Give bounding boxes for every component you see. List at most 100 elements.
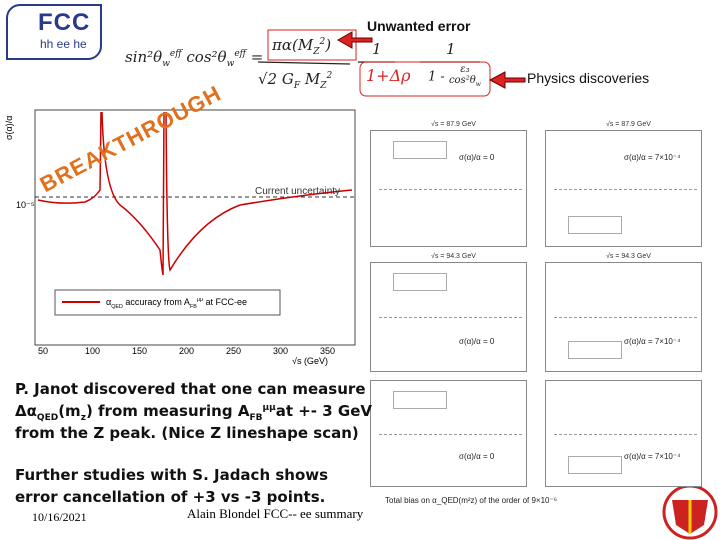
formula-part: w [475, 81, 481, 88]
legend-box [393, 273, 447, 291]
small-plot: σ(α)/α = 0 [370, 380, 527, 487]
formula-part: w [162, 59, 170, 69]
x-tick-label: 150 [132, 346, 148, 356]
x-tick-label: 50 [38, 346, 49, 356]
legend-part: accuracy from A [122, 297, 190, 307]
y-axis-label: σ(α)/α [4, 115, 14, 140]
legend-box [568, 456, 622, 474]
fraction-bar [257, 61, 351, 65]
logo-box: FCC hh ee he [6, 4, 102, 60]
highlight-box [359, 61, 491, 97]
formula-part: 1 - [428, 69, 449, 85]
formula-part: eff [169, 49, 182, 59]
small-plot: √s = 94.3 GeV σ(α)/α = 0 [370, 253, 527, 372]
small-plot: √s = 87.9 GeV σ(α)/α = 7×10⁻⁴ [545, 121, 702, 247]
highlight-box [267, 29, 357, 61]
small-plot-note: σ(α)/α = 7×10⁻⁴ [624, 452, 681, 461]
text-part: (m [58, 402, 81, 420]
legend-text: αQED accuracy from AFBμμ at FCC-ee [106, 297, 247, 310]
text-line: ΔαQED(mz) from measuring AFBμμat +- 3 Ge… [15, 402, 372, 423]
logo-subtitle: hh ee he [40, 37, 87, 51]
text-part: μμ [262, 403, 276, 413]
formula-lhs: sin²θweff cos²θweff = [125, 48, 263, 69]
small-plot-title: √s = 87.9 GeV [431, 121, 476, 128]
legend-part: α [106, 297, 112, 307]
small-plot: σ(α)/α = 7×10⁻⁴ [545, 380, 702, 487]
small-plot-title: √s = 87.9 GeV [606, 121, 651, 128]
factor1-den: 1+Δρ [366, 66, 411, 85]
legend-part: QED [111, 303, 123, 310]
formula-part: Z [320, 81, 327, 91]
zero-line [379, 433, 522, 435]
small-plot-note: σ(α)/α = 0 [459, 337, 495, 346]
formula-part: cos²θ [186, 48, 227, 66]
text-line: Further studies with S. Jadach shows [15, 466, 329, 484]
x-tick-label: 350 [320, 346, 336, 356]
zero-line [379, 317, 522, 318]
formula-part: √2 G [258, 70, 294, 88]
zero-line [554, 188, 697, 190]
x-ticks: 50 100 150 200 250 300 350 [30, 346, 350, 358]
text-line: from the Z peak. (Nice Z lineshape scan) [15, 424, 359, 442]
formula-part: 2 [319, 37, 326, 47]
factor2-num: 1 [446, 40, 456, 58]
small-plot-note: σ(α)/α = 0 [459, 153, 495, 162]
legend-part: at FCC-ee [203, 297, 248, 307]
formula-part: eff [234, 49, 247, 59]
text-part: Δα [15, 402, 37, 420]
factor1-num: 1 [372, 40, 382, 58]
bias-note: Total bias on α_QED(m²z) of the order of… [385, 496, 557, 505]
small-plot-title: √s = 94.3 GeV [431, 253, 476, 260]
accuracy-curve [37, 111, 353, 276]
formula-part: ) [325, 36, 332, 54]
current-label: Current uncertainty [255, 186, 341, 197]
text-part: z [80, 413, 86, 423]
legend-box [393, 391, 447, 409]
annotation: Physics discoveries [527, 70, 650, 86]
formula-part: sin²θ [125, 48, 163, 66]
legend-box [393, 141, 447, 159]
zero-line [379, 188, 522, 190]
annotation: Unwanted error [367, 18, 471, 34]
legend-box [568, 216, 622, 234]
formula-part: ε₃ [460, 64, 470, 75]
formula-part: cos²θ [448, 75, 476, 86]
small-plot-title: √s = 94.3 GeV [606, 253, 651, 260]
text-line: P. Janot discovered that one can measure [15, 380, 366, 398]
formula-numerator: πα(MZ2) [272, 36, 331, 57]
small-plot-note: σ(α)/α = 0 [459, 452, 495, 461]
formula-part: 2 [326, 71, 333, 81]
x-tick-label: 250 [226, 346, 242, 356]
small-plot-note: σ(α)/α = 7×10⁻⁴ [624, 153, 681, 162]
x-axis-label: √s (GeV) [292, 356, 328, 366]
x-tick-label: 300 [273, 346, 289, 356]
text-line: error cancellation of +3 vs -3 points. [15, 488, 326, 506]
text-part: ) from measuring A [85, 402, 250, 420]
y-tick-label: 10⁻⁵ [16, 200, 35, 210]
legend-box [568, 341, 622, 359]
legend-part: FB [189, 303, 197, 310]
footer-date: 10/16/2021 [32, 510, 87, 524]
small-plot: √s = 87.9 GeV σ(α)/α = 0 [370, 121, 527, 247]
logo-title: FCC [38, 9, 91, 36]
arrow [488, 71, 526, 89]
formula-part: πα(M [272, 36, 314, 54]
small-plot-note: σ(α)/α = 7×10⁻⁴ [624, 337, 681, 346]
zero-line [554, 433, 697, 435]
formula-part: w [226, 59, 235, 69]
formula-frac: ε₃ cos²θw [449, 64, 481, 90]
x-tick-label: 200 [179, 346, 195, 356]
formula-denominator: √2 GF MZ2 [258, 70, 332, 91]
text-part: QED [36, 413, 59, 423]
text-part: at +- 3 GeV [275, 402, 372, 420]
factor2-den: 1 - ε₃ cos²θw [428, 64, 481, 90]
small-plot: √s = 94.3 GeV σ(α)/α = 7×10⁻⁴ [545, 253, 702, 372]
legend-part: μμ [196, 297, 204, 303]
text-part: FB [249, 413, 263, 423]
formula-part: M [300, 70, 321, 88]
formula-part: Z [313, 47, 320, 57]
x-tick-label: 100 [85, 346, 101, 356]
formula-part: F [293, 81, 301, 91]
